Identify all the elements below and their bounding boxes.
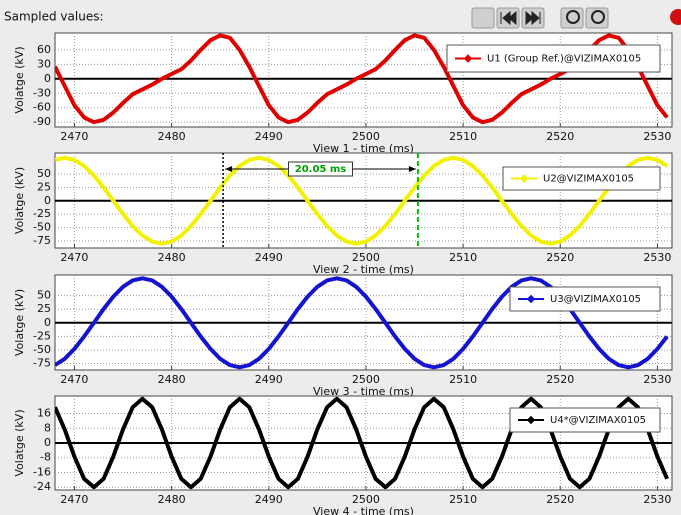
x-tick-label: 2470 xyxy=(60,493,88,506)
y-tick-label: -30 xyxy=(33,86,51,99)
chart-panel: 2470 2480 2490 2500 2510 2520 2530 -90-60 -300 30… xyxy=(13,32,673,155)
x-tick-label: 2480 xyxy=(158,251,186,264)
y-axis-label: Volatge (kV) xyxy=(13,46,26,113)
x-tick-label: 2490 xyxy=(255,251,283,264)
y-tick-label: -75 xyxy=(33,234,51,247)
x-tick-label: 2500 xyxy=(352,130,380,143)
y-axis-label: Volatge (kV) xyxy=(13,167,26,234)
legend-box xyxy=(446,44,661,73)
y-axis-label: Volatge (kV) xyxy=(13,409,26,476)
y-tick-label: 0 xyxy=(44,436,51,449)
y-tick-label: -25 xyxy=(33,207,51,220)
x-tick-label: 2470 xyxy=(60,130,88,143)
x-axis-label: View 3 - time (ms) xyxy=(313,385,414,398)
y-tick-label: -90 xyxy=(33,115,51,128)
close-icon[interactable] xyxy=(670,9,681,25)
series-line xyxy=(55,396,669,490)
y-tick-label: 16 xyxy=(37,407,51,420)
x-tick-label: 2530 xyxy=(643,493,671,506)
x-tick-label: 2500 xyxy=(352,251,380,264)
tool-button[interactable] xyxy=(471,7,495,29)
x-tick-label: 2530 xyxy=(643,373,671,386)
y-tick-label: 25 xyxy=(37,180,51,193)
rewind-icon xyxy=(500,10,517,26)
x-tick-label: 2510 xyxy=(449,251,477,264)
x-tick-label: 2490 xyxy=(255,130,283,143)
zoom-icon xyxy=(566,10,580,24)
y-tick-label: 50 xyxy=(37,167,51,180)
y-axis-label: Volatge (kV) xyxy=(13,289,26,356)
x-tick-label: 2520 xyxy=(546,493,574,506)
toolbar xyxy=(471,7,681,29)
y-tick-label: -8 xyxy=(40,451,51,464)
x-tick-label: 2500 xyxy=(352,493,380,506)
annotation-box xyxy=(288,161,354,177)
y-tick-label: 25 xyxy=(37,302,51,315)
y-tick-label: -50 xyxy=(33,343,51,356)
legend-box xyxy=(502,166,661,191)
y-tick-label: 8 xyxy=(44,421,51,434)
chart-panel: 2470 2480 2490 2500 2510 2520 2530 -75-50-25025… xyxy=(13,274,673,398)
x-tick-label: 2510 xyxy=(449,493,477,506)
legend-marker xyxy=(526,415,536,425)
annotation: 20.05 ms xyxy=(295,164,347,175)
chart-panel: 2470 2480 2490 2500 2510 2520 2530 -75-50-25025… xyxy=(13,152,673,276)
x-axis-label: View 1 - time (ms) xyxy=(313,142,414,155)
x-tick-label: 2520 xyxy=(546,130,574,143)
x-tick-label: 2500 xyxy=(352,373,380,386)
x-tick-label: 2480 xyxy=(158,130,186,143)
x-tick-label: 2520 xyxy=(546,251,574,264)
forward-icon xyxy=(525,10,541,26)
y-tick-label: -25 xyxy=(33,329,51,342)
y-tick-label: -16 xyxy=(33,465,51,478)
y-tick-label: 50 xyxy=(37,289,51,302)
y-tick-label: 0 xyxy=(44,194,51,207)
x-tick-label: 2530 xyxy=(643,130,671,143)
legend-marker xyxy=(463,54,473,63)
y-tick-label: 0 xyxy=(44,316,51,329)
chart-panel: 2470 2480 2490 2500 2510 2520 2530 -24 -16-8 0 816… xyxy=(13,395,673,515)
x-tick-label: 2510 xyxy=(449,373,477,386)
x-tick-label: 2480 xyxy=(158,373,186,386)
y-tick-label: 60 xyxy=(37,43,51,56)
x-tick-label: 2490 xyxy=(255,373,283,386)
legend-label: U3@VIZIMAX0105 xyxy=(550,294,641,305)
x-tick-label: 2520 xyxy=(546,373,574,386)
x-tick-label: 2490 xyxy=(255,493,283,506)
y-tick-label: -60 xyxy=(33,101,51,114)
page-title: Sampled values: xyxy=(4,10,104,24)
x-tick-label: 2470 xyxy=(60,251,88,264)
legend-label: U4*@VIZIMAX0105 xyxy=(550,415,646,426)
x-axis-label: View 4 - time (ms) xyxy=(313,505,414,515)
x-tick-label: 2510 xyxy=(449,130,477,143)
x-tick-label: 2530 xyxy=(643,251,671,264)
y-tick-label: 30 xyxy=(37,57,51,70)
x-tick-label: 2470 xyxy=(60,373,88,386)
y-tick-label: -24 xyxy=(33,480,51,493)
y-tick-label: -50 xyxy=(33,221,51,234)
y-tick-label: 0 xyxy=(44,72,51,85)
x-axis-label: View 2 - time (ms) xyxy=(313,263,414,276)
zoom-icon xyxy=(591,10,605,24)
legend-label: U2@VIZIMAX0105 xyxy=(543,174,634,185)
legend-label: U1 (Group Ref.)@VIZIMAX0105 xyxy=(487,54,641,65)
x-tick-label: 2480 xyxy=(158,493,186,506)
series-line xyxy=(55,155,669,246)
y-tick-label: -75 xyxy=(33,356,51,369)
legend-marker xyxy=(526,294,536,304)
